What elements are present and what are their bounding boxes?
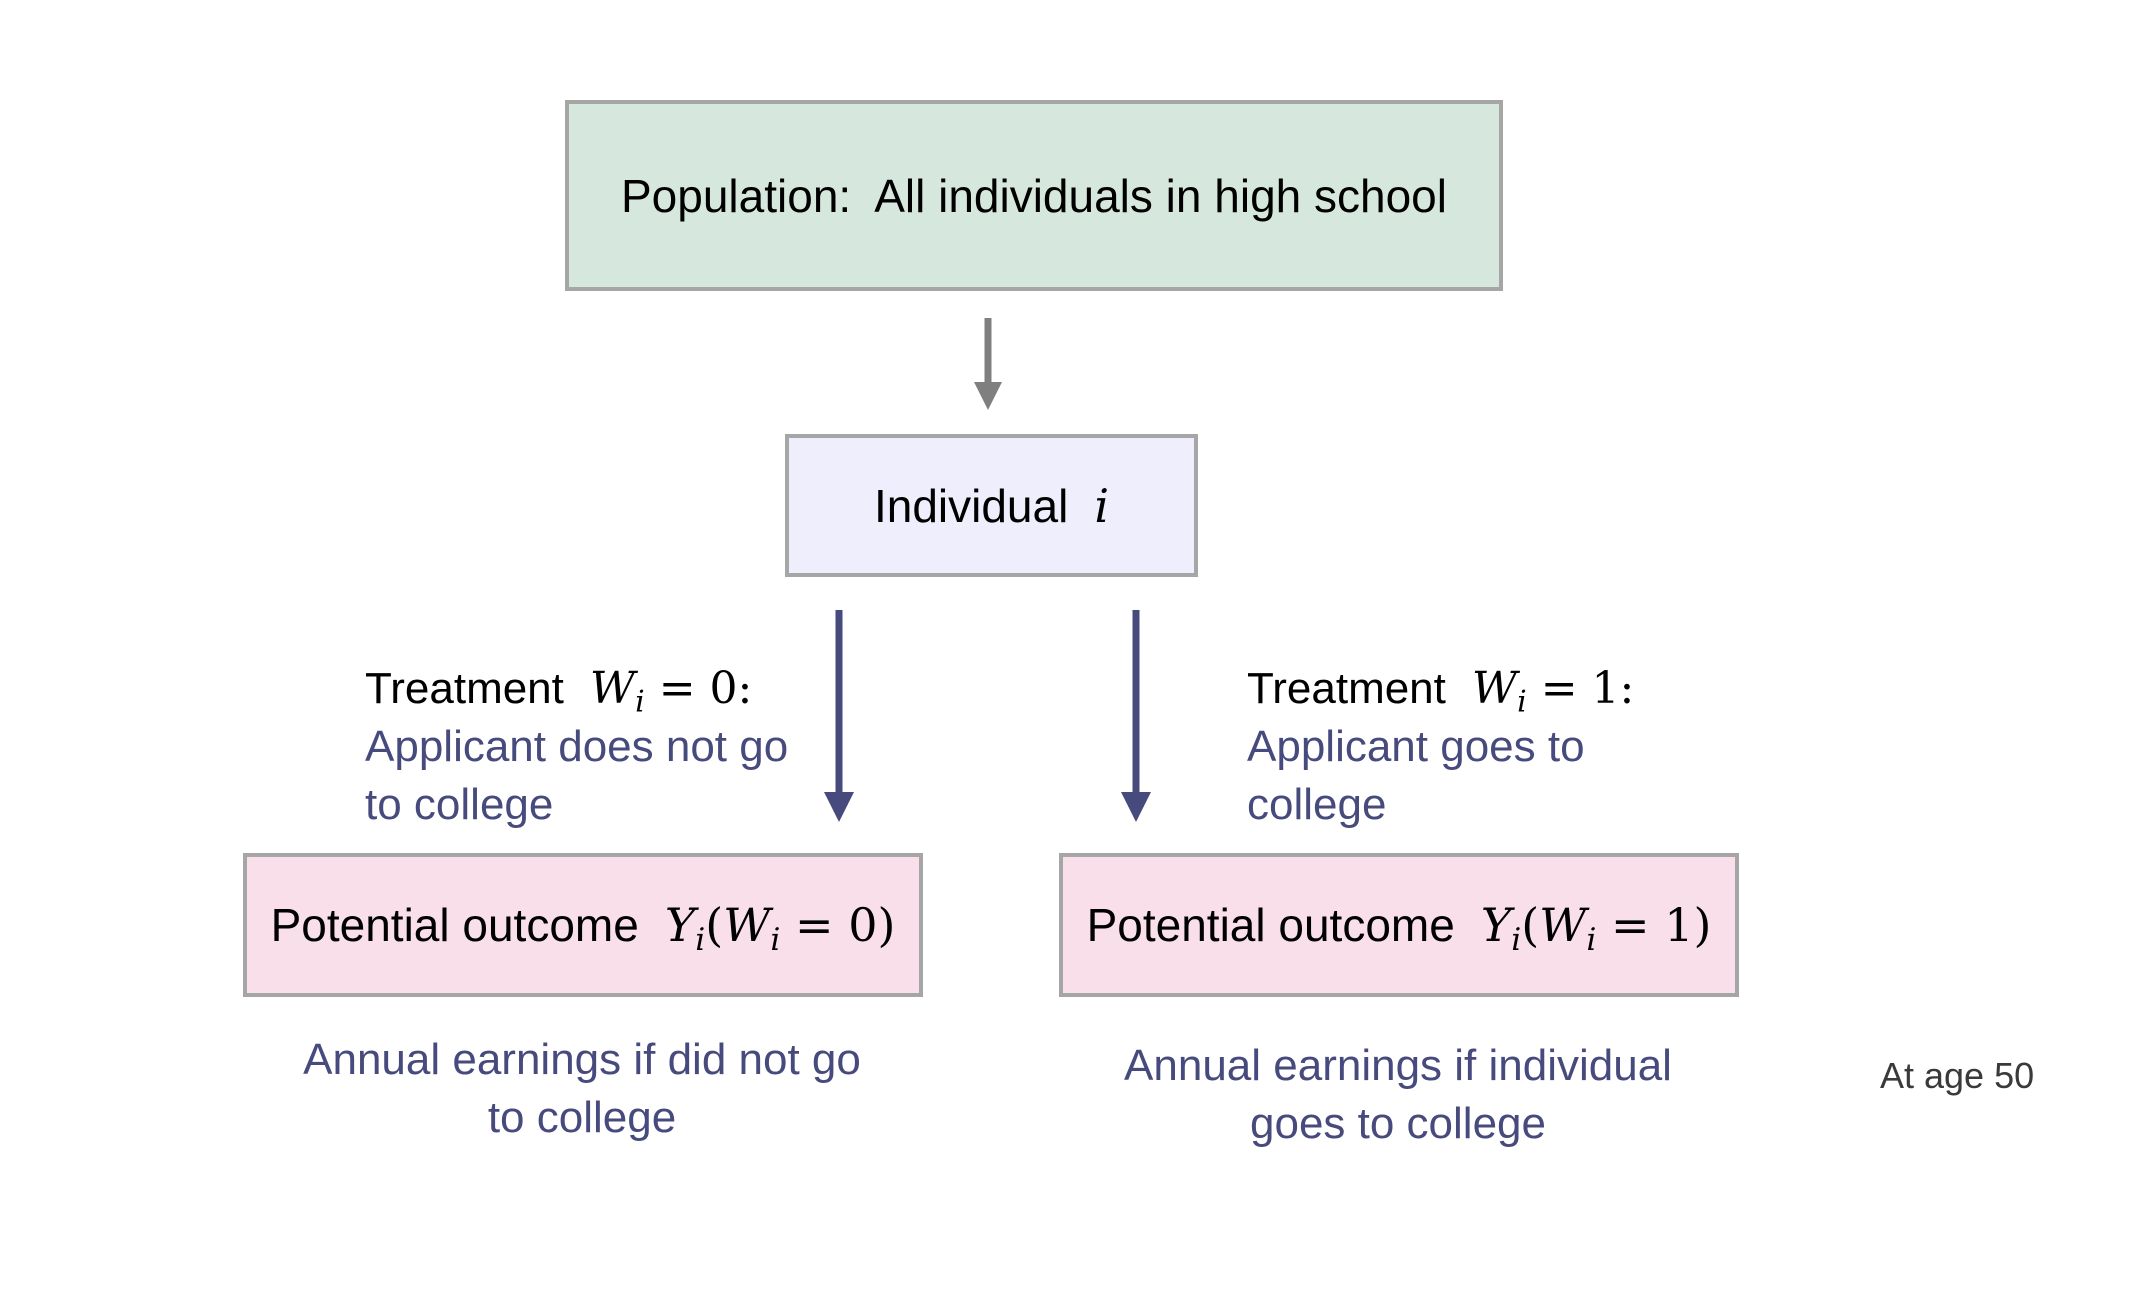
treatment-1-annotation: Treatment Wi = 1: Applicant goes to colle… [1247,660,1634,834]
age-note: At age 50 [1880,1055,2035,1096]
arrow-individual-to-outcome-0 [824,610,854,822]
outcome-0-label: Potential outcome [270,899,639,951]
individual-label: Individual [873,479,1069,532]
treatment-0-desc-line2: to college [365,780,554,829]
treatment-0-desc-line1: Applicant does not go [365,722,789,771]
treatment-0-math: Wi = 0: [589,663,753,720]
population-label: Population: All individuals in high scho… [621,169,1447,222]
outcome-1-caption: Annual earnings if individual goes to co… [1078,1037,1718,1153]
potential-outcome-box-1: Potential outcome Yi(Wi = 1) [1059,853,1739,997]
outcome-0-caption: Annual earnings if did not go to college [262,1031,902,1147]
treatment-0-heading: Treatment Wi = 0: [365,660,788,718]
outcome-0-math: Yi(Wi = 0) [664,898,896,958]
treatment-1-heading: Treatment Wi = 1: [1247,660,1634,718]
outcome-1-label: Potential outcome [1086,899,1455,951]
treatment-1-math: Wi = 1: [1471,663,1635,720]
individual-box: Individual i [785,434,1198,577]
arrow-population-to-individual [974,318,1002,410]
population-box: Population: All individuals in high scho… [565,100,1503,291]
outcome-1-caption-line1: Annual earnings if individual [1124,1041,1672,1090]
treatment-0-annotation: Treatment Wi = 0: Applicant does not go t… [365,660,788,834]
outcome-0-caption-line1: Annual earnings if did not go [303,1035,861,1084]
individual-symbol: i [1094,478,1110,533]
treatment-1-desc-line2: college [1247,780,1387,829]
potential-outcome-box-0: Potential outcome Yi(Wi = 0) [243,853,923,997]
arrow-individual-to-outcome-1 [1121,610,1151,822]
outcome-1-caption-line2: goes to college [1250,1099,1546,1148]
outcome-0-caption-line2: to college [487,1093,677,1142]
treatment-1-label: Treatment [1247,664,1446,713]
treatment-0-label: Treatment [365,664,564,713]
treatment-1-desc-line1: Applicant goes to [1247,722,1585,771]
outcome-1-math: Yi(Wi = 1) [1480,898,1712,958]
